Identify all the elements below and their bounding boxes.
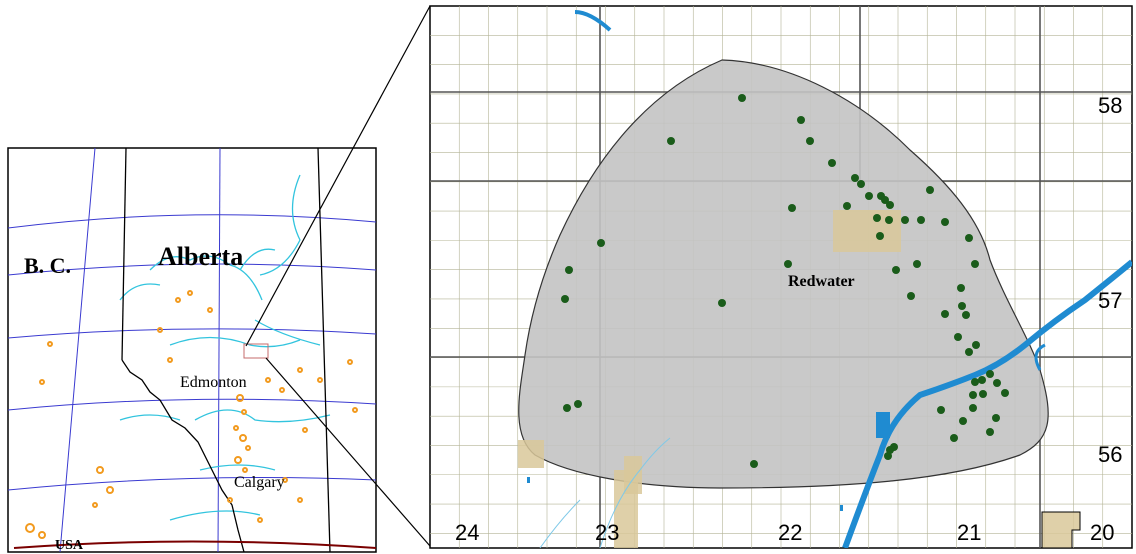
range-label-20: 20 [1090,520,1114,545]
well-point [937,406,945,414]
well-point [784,260,792,268]
range-label-23: 23 [595,520,619,545]
label-edmonton: Edmonton [180,374,247,391]
township-label-57: 57 [1098,288,1122,313]
well-point [843,202,851,210]
well-point [884,452,892,460]
water-features [527,10,1132,548]
well-point [965,234,973,242]
well-point [565,266,573,274]
well-point [972,341,980,349]
well-point [892,266,900,274]
well-point [828,159,836,167]
well-point [971,378,979,386]
well-point [965,348,973,356]
orange-patches [25,290,358,539]
range-label-21: 21 [957,520,981,545]
label-usa: USA [55,538,84,553]
well-point [969,404,977,412]
well-point [959,417,967,425]
township-label-58: 58 [1098,93,1122,118]
well-point [886,201,894,209]
well-point [917,216,925,224]
well-point [971,260,979,268]
well-point [941,218,949,226]
well-point [667,137,675,145]
redwater-label: Redwater [788,273,855,290]
well-point [979,390,987,398]
well-point [957,284,965,292]
well-point [788,204,796,212]
well-point [718,299,726,307]
well-point [907,292,915,300]
well-point [986,370,994,378]
well-point [563,404,571,412]
detail-map: Redwater 58 57 56 24 23 22 21 20 [429,5,1133,549]
study-area-box [243,343,269,359]
label-calgary: Calgary [234,474,285,491]
well-point [1001,389,1009,397]
well-point [913,260,921,268]
urban-patches [518,210,1081,548]
well-point [865,192,873,200]
well-point [873,214,881,222]
well-point [954,333,962,341]
well-point [851,174,859,182]
well-point [926,186,934,194]
label-bc: B. C. [24,253,71,278]
well-point [993,379,1001,387]
well-point [941,310,949,318]
well-point [750,460,758,468]
provincial-borders [13,148,376,552]
graticule [8,148,376,552]
well-point [986,428,994,436]
well-point [885,216,893,224]
well-point [876,232,884,240]
well-point [881,196,889,204]
well-points [561,94,1009,468]
inset-connectors [245,5,431,547]
township-label-56: 56 [1098,442,1122,467]
well-point [978,376,986,384]
range-label-22: 22 [778,520,802,545]
range-label-24: 24 [455,520,479,545]
well-point [738,94,746,102]
label-alberta: Alberta [158,242,243,271]
well-point [857,180,865,188]
well-point [958,302,966,310]
well-point [806,137,814,145]
well-point [797,116,805,124]
well-point [969,391,977,399]
overview-map: B. C. Alberta Edmonton Calgary USA [7,147,377,553]
well-point [962,311,970,319]
well-point [574,400,582,408]
well-point [597,239,605,247]
well-point [992,414,1000,422]
well-point [950,434,958,442]
well-point [561,295,569,303]
well-point [901,216,909,224]
